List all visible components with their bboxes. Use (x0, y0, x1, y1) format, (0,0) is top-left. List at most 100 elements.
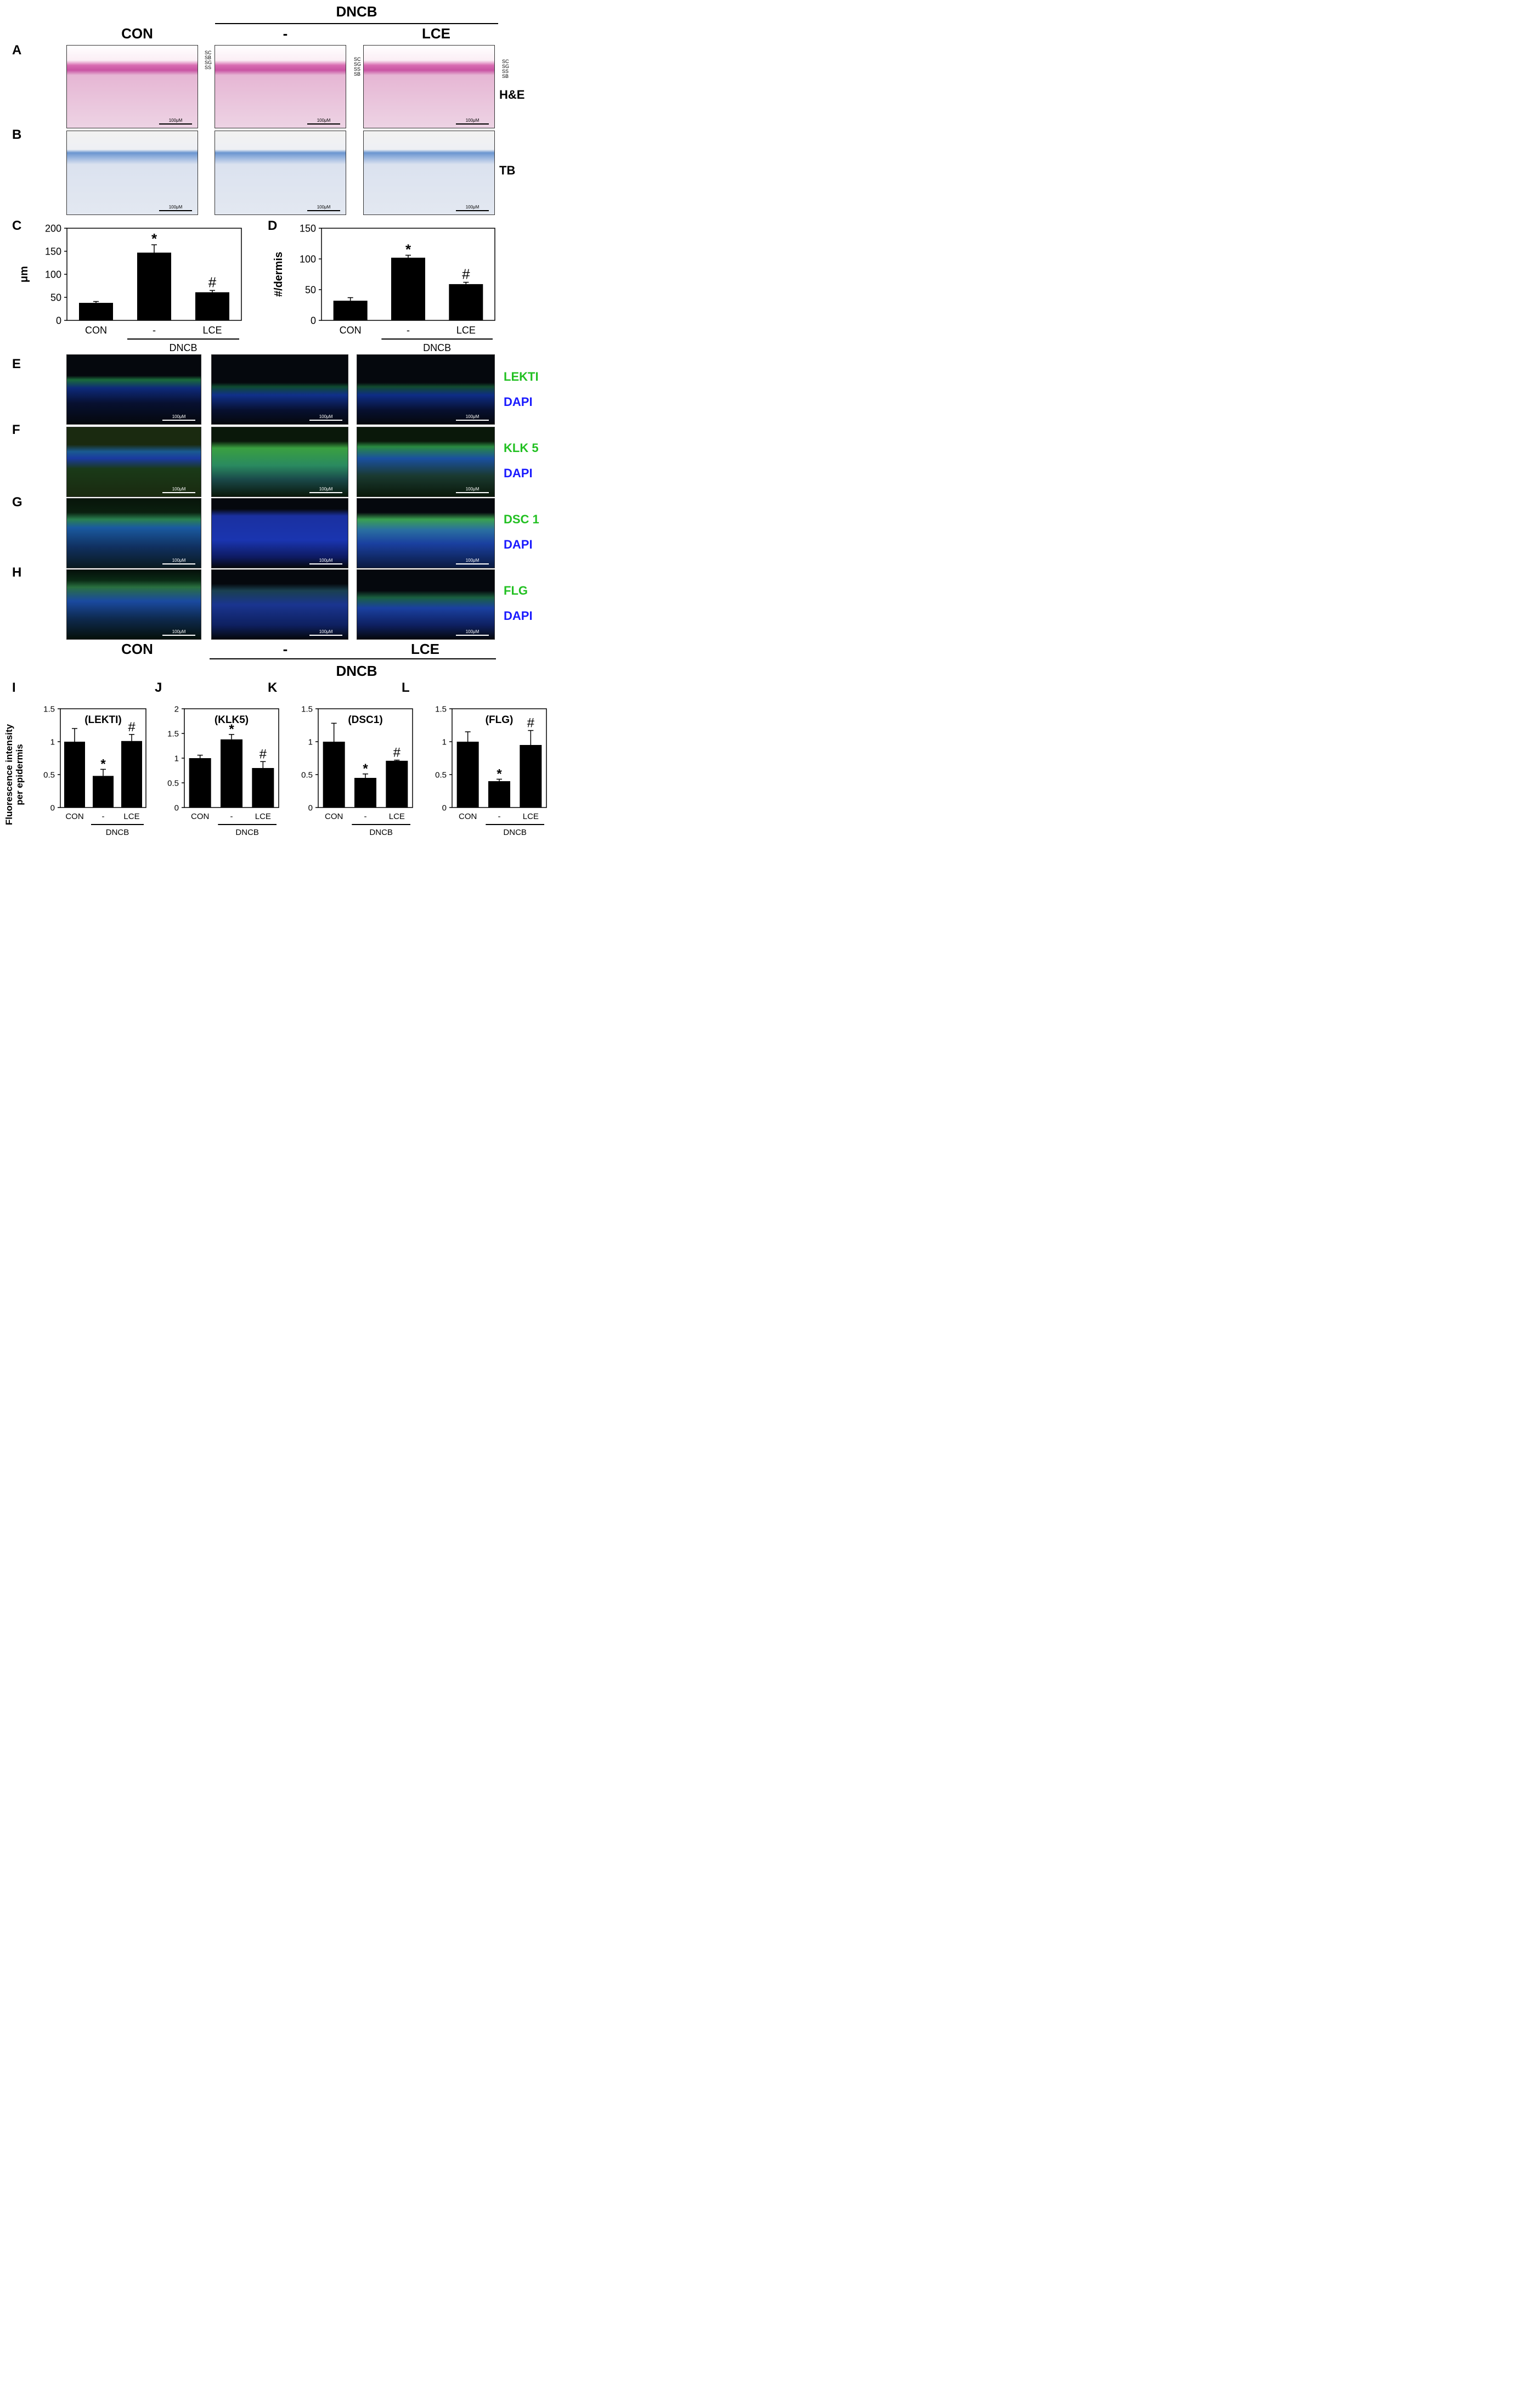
scale-bar: 100μM (309, 629, 342, 636)
category-label: CON (340, 325, 362, 336)
scale-bar: 100μM (309, 558, 342, 564)
panel-label-b: B (12, 127, 22, 142)
category-label: CON (85, 325, 107, 336)
layer-labels-con: SC SB SG SS (205, 50, 212, 70)
tb-image-dncb: 100μM (215, 131, 346, 215)
significance-mark: # (393, 746, 401, 760)
bar (121, 741, 142, 808)
fluor-image-lekti-con: 100μM (66, 354, 201, 425)
bar (64, 742, 85, 808)
layer-labels-lce: SC SG SS SB (502, 59, 510, 79)
y-axis-label: #/dermis (273, 252, 285, 297)
scale-bar: 100μM (456, 558, 489, 564)
y-tick-label: 1 (442, 737, 447, 747)
con-footer: CON (121, 641, 153, 657)
significance-mark: # (462, 266, 470, 283)
y-tick-label: 1.5 (43, 704, 55, 714)
minus-footer: - (283, 641, 288, 657)
y-axis-label: μm (18, 266, 30, 283)
y-tick-label: 1 (308, 737, 313, 747)
scale-bar: 100μM (456, 414, 489, 421)
chart-d: 0 50 100 150 #/dermis CON * - # LCE DNCB (273, 223, 495, 351)
panel-label-g: G (12, 495, 22, 510)
layer-labels-dncb: SC SG SS SB (354, 57, 362, 77)
scale-bar: 100μM (159, 118, 192, 125)
bar (449, 284, 483, 320)
bar (93, 776, 114, 808)
bar (195, 292, 229, 320)
lce-footer: LCE (411, 641, 439, 657)
bar (221, 739, 242, 808)
fluor-image-flg-dncb: 100μM (211, 569, 348, 640)
y-tick-label: 0 (56, 315, 61, 326)
y-tick-label: 0 (311, 315, 316, 326)
category-label: LCE (255, 812, 271, 821)
category-label: - (102, 812, 105, 821)
y-tick-label: 1 (174, 754, 179, 763)
dncb-header-line (215, 23, 498, 24)
bar (333, 301, 368, 320)
bar (252, 768, 274, 808)
category-label: - (364, 812, 367, 821)
bar (391, 257, 425, 320)
chart-c: 0 50 100 150 200 μm CON * - # LCE DNCB (18, 223, 242, 351)
lce-header: LCE (422, 25, 450, 42)
significance-mark: # (527, 716, 535, 731)
stain-label-klk5: KLK 5 (504, 441, 539, 455)
scale-bar: 100μM (456, 629, 489, 636)
panel-label-j: J (155, 680, 162, 695)
scale-bar: 100μM (159, 205, 192, 211)
minus-header: - (283, 25, 288, 42)
category-label: LCE (123, 812, 139, 821)
scale-bar: 100μM (162, 629, 195, 636)
tb-image-lce: 100μM (363, 131, 495, 215)
chart-title: (KLK5) (215, 714, 249, 726)
group-label: DNCB (106, 828, 129, 837)
category-label: LCE (202, 325, 222, 336)
fluor-image-flg-con: 100μM (66, 569, 201, 640)
category-label: - (153, 325, 156, 336)
panel-label-i: I (12, 680, 16, 695)
group-label: DNCB (369, 828, 393, 837)
fluor-image-dsc1-dncb: 100μM (211, 498, 348, 568)
y-tick-label: 2 (174, 704, 179, 714)
category-label: - (230, 812, 233, 821)
fluor-image-klk5-con: 100μM (66, 427, 201, 497)
bar (488, 781, 510, 808)
scale-bar: 100μM (307, 205, 340, 211)
fluor-image-dsc1-con: 100μM (66, 498, 201, 568)
scale-bar: 100μM (456, 118, 489, 125)
chart-title: (FLG) (486, 714, 514, 726)
bar (386, 760, 408, 808)
stain-label-dsc1: DSC 1 (504, 512, 539, 526)
significance-mark: # (208, 274, 217, 290)
significance-mark: * (100, 756, 106, 771)
y-tick-label: 100 (45, 269, 61, 280)
he-image-dncb: 100μM (215, 45, 346, 128)
category-label: CON (325, 812, 343, 821)
panel-label-e: E (12, 357, 21, 371)
y-axis-label: Fluorescence intensityper epidermis (4, 724, 25, 825)
category-label: CON (65, 812, 83, 821)
scale-bar: 100μM (162, 414, 195, 421)
stain-label-dapi-h: DAPI (504, 609, 533, 623)
category-label: CON (191, 812, 209, 821)
dncb-footer: DNCB (336, 663, 377, 679)
dncb-header: DNCB (336, 3, 377, 20)
y-tick-label: 1 (50, 737, 55, 747)
chart-j: 0 0.5 1 1.5 2 (KLK5) CON * - # LCE DNCB (167, 704, 279, 837)
bar (323, 742, 345, 808)
stain-label-he: H&E (499, 88, 525, 101)
bar (79, 303, 113, 320)
bar (137, 252, 171, 320)
y-tick-label: 0 (442, 803, 447, 812)
significance-mark: * (363, 761, 368, 776)
bar (520, 745, 542, 808)
panel-label-l: L (402, 680, 410, 695)
chart-i: 0 0.5 1 1.5 Fluorescence intensityper epider… (4, 704, 146, 837)
y-tick-label: 0.5 (301, 770, 313, 780)
panel-label-a: A (12, 43, 22, 58)
bar (354, 778, 376, 808)
significance-mark: * (497, 766, 502, 781)
panel-label-k: K (268, 680, 278, 695)
